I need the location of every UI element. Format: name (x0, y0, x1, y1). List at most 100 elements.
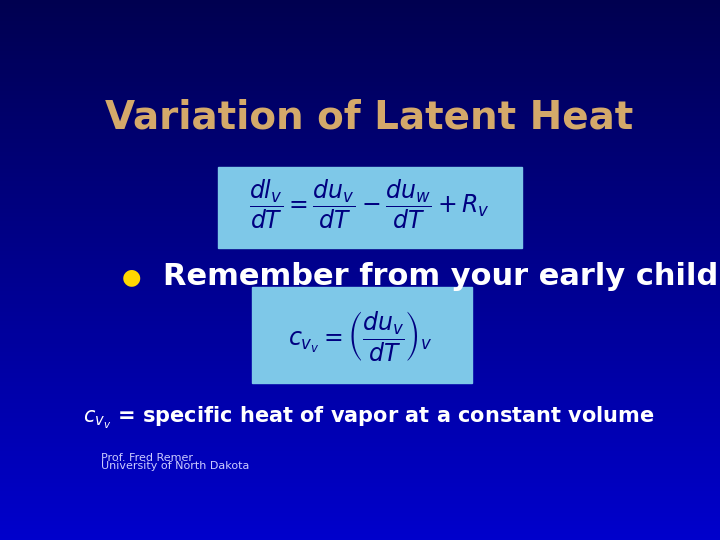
Bar (0, 460, 720, 462)
Bar (0, 489, 720, 491)
Bar (0, 198, 720, 200)
Bar (0, 86, 720, 89)
Bar (0, 350, 720, 352)
Bar (0, 192, 720, 194)
Bar (0, 110, 720, 112)
Bar (0, 276, 720, 279)
Bar (0, 112, 720, 114)
Bar (0, 224, 720, 226)
Bar (0, 232, 720, 234)
Bar (0, 310, 720, 312)
Bar (0, 242, 720, 245)
Bar (0, 500, 720, 502)
Bar (0, 384, 720, 386)
Bar (0, 129, 720, 131)
Bar (0, 251, 720, 253)
Bar (0, 200, 720, 202)
Bar (0, 40, 720, 42)
Bar (0, 335, 720, 338)
Bar (0, 0, 720, 2)
Bar (0, 68, 720, 70)
Bar (0, 466, 720, 468)
Bar (0, 21, 720, 23)
Bar (0, 228, 720, 230)
Bar (0, 470, 720, 472)
Bar (0, 247, 720, 249)
Bar (0, 529, 720, 531)
Bar (0, 154, 720, 156)
Bar (0, 521, 720, 523)
Bar (0, 390, 720, 393)
Bar (0, 409, 720, 411)
Bar (0, 139, 720, 141)
Bar (0, 259, 720, 261)
Bar (0, 414, 720, 416)
Bar (0, 46, 720, 49)
Bar (0, 226, 720, 228)
Bar (0, 443, 720, 445)
Bar (0, 245, 720, 247)
Bar (0, 365, 720, 367)
Bar (0, 93, 720, 95)
Bar (0, 416, 720, 417)
Bar (0, 6, 720, 9)
Bar (0, 120, 720, 123)
Bar (0, 213, 720, 215)
Text: $c_{v_v} = \left(\dfrac{du_v}{dT}\right)_v$: $c_{v_v} = \left(\dfrac{du_v}{dT}\right)… (288, 310, 433, 364)
Bar (0, 70, 720, 72)
Bar (0, 72, 720, 74)
Bar (0, 147, 720, 150)
Bar (0, 152, 720, 154)
Bar (0, 116, 720, 118)
Bar (0, 123, 720, 124)
Bar (0, 438, 720, 441)
Bar (0, 28, 720, 30)
Bar (0, 234, 720, 237)
Bar (0, 57, 720, 59)
Bar (0, 375, 720, 377)
Bar (0, 38, 720, 40)
Bar (0, 531, 720, 534)
Bar (0, 146, 720, 147)
Bar (0, 298, 720, 300)
Bar (0, 319, 720, 321)
Bar (0, 188, 720, 190)
Bar (0, 74, 720, 76)
Bar (0, 133, 720, 135)
Bar (0, 59, 720, 61)
Bar (0, 525, 720, 528)
Bar (0, 258, 720, 259)
Bar (0, 17, 720, 19)
Bar (0, 373, 720, 375)
Bar (0, 32, 720, 33)
Bar (0, 382, 720, 384)
Bar (0, 49, 720, 51)
Bar (0, 479, 720, 481)
Bar (0, 386, 720, 388)
Bar (0, 217, 720, 219)
Bar (0, 325, 720, 327)
Bar (0, 11, 720, 12)
Bar (0, 491, 720, 494)
Bar (0, 230, 720, 232)
Bar (0, 61, 720, 63)
Text: Prof. Fred Remer: Prof. Fred Remer (101, 453, 193, 463)
Bar (0, 44, 720, 46)
Bar (0, 388, 720, 390)
Bar (0, 428, 720, 430)
Bar (0, 281, 720, 282)
Bar (0, 179, 720, 181)
Bar (0, 536, 720, 538)
Bar (0, 456, 720, 458)
Bar (0, 483, 720, 485)
Bar (0, 295, 720, 298)
Bar (0, 237, 720, 238)
Bar (0, 55, 720, 57)
Bar (0, 331, 720, 333)
Bar (0, 63, 720, 65)
Bar (0, 468, 720, 470)
Bar (0, 519, 720, 521)
Bar (0, 372, 720, 373)
Bar (0, 202, 720, 205)
Bar (0, 184, 720, 186)
